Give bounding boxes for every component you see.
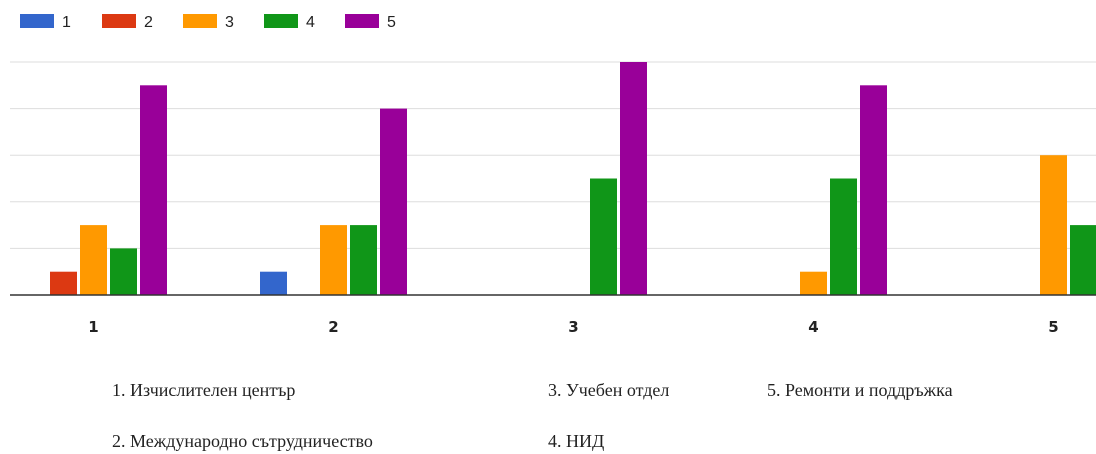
- bar-cat5-series3: [1040, 155, 1067, 295]
- legend-label: 1: [62, 14, 71, 31]
- bars: [50, 62, 1096, 295]
- legend-label: 2: [144, 14, 153, 31]
- legend: 1 2 3 4 5: [20, 14, 396, 31]
- legend-label: 5: [387, 14, 396, 31]
- x-axis-labels: 1 2 3 4 5: [88, 318, 1058, 336]
- x-tick-label: 4: [808, 318, 818, 336]
- bar-cat4-series4: [830, 178, 857, 295]
- bar-cat2-series1: [260, 271, 287, 295]
- bar-cat2-series4: [350, 225, 377, 295]
- legend-label: 4: [306, 14, 315, 31]
- legend-swatch: [264, 14, 298, 28]
- gridlines: [10, 61, 1096, 249]
- bar-cat5-series4: [1070, 225, 1096, 295]
- legend-swatch: [345, 14, 379, 28]
- bar-cat1-series2: [50, 271, 77, 295]
- legend-label: 3: [225, 14, 234, 31]
- legend-swatch: [102, 14, 136, 28]
- x-tick-label: 2: [328, 318, 338, 336]
- bar-cat2-series5: [380, 108, 407, 295]
- legend-swatch: [20, 14, 54, 28]
- x-tick-label: 5: [1048, 318, 1058, 336]
- bar-cat4-series3: [800, 271, 827, 295]
- bar-cat4-series5: [860, 85, 887, 295]
- x-tick-label: 3: [568, 318, 578, 336]
- bar-cat1-series3: [80, 225, 107, 295]
- x-tick-label: 1: [88, 318, 98, 336]
- bar-cat1-series5: [140, 85, 167, 295]
- legend-swatch: [183, 14, 217, 28]
- bar-cat3-series4: [590, 178, 617, 295]
- bar-cat2-series3: [320, 225, 347, 295]
- bar-cat1-series4: [110, 248, 137, 295]
- bar-cat3-series5: [620, 62, 647, 295]
